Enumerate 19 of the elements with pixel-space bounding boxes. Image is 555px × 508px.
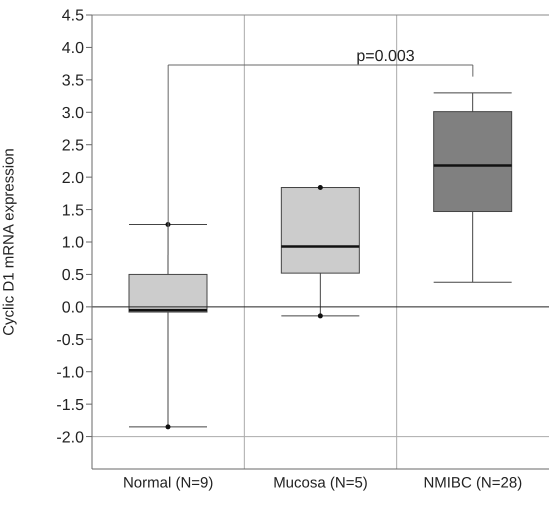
y-tick-label: 4.0 <box>62 40 84 58</box>
y-tick-label: 2.0 <box>62 170 84 187</box>
y-tick-label: 0.0 <box>62 300 84 317</box>
x-tick-label: Normal (N=9) <box>122 474 214 492</box>
y-tick-label: 4.5 <box>62 8 84 25</box>
y-tick-label: 1.0 <box>62 234 84 252</box>
y-tick-label: -1.5 <box>56 396 84 414</box>
y-tick-label: -2.0 <box>56 429 84 446</box>
y-tick-label: -1.0 <box>56 364 84 382</box>
y-tick-label: -0.5 <box>56 332 84 349</box>
y-tick-label: 2.5 <box>62 137 84 154</box>
x-tick-label: Mucosa (N=5) <box>273 474 368 492</box>
x-tick-label: NMIBC (N=28) <box>423 474 522 492</box>
y-tick-label: 3.5 <box>62 72 84 90</box>
y-tick-label: 3.0 <box>62 104 84 122</box>
annotation: p=0.003 <box>356 48 415 65</box>
y-tick-label: 1.5 <box>62 202 84 220</box>
y-tick-label: 0.5 <box>62 267 84 284</box>
y-axis-title: Cyclic D1 mRNA expression <box>0 148 18 336</box>
